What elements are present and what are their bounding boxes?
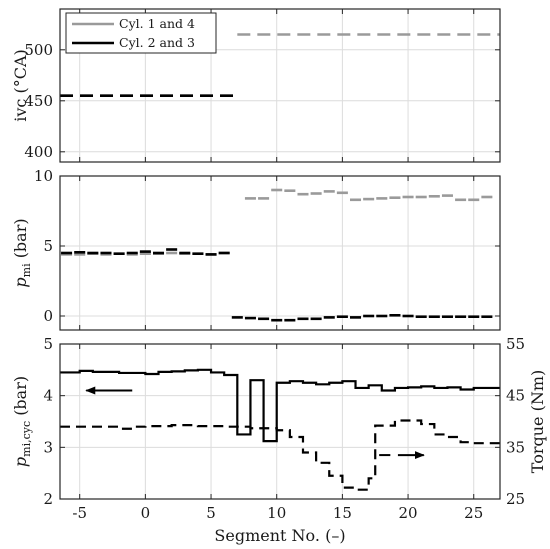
y-tick-label: 0	[43, 307, 53, 325]
y-axis-label-sub: mi,cyc	[20, 421, 33, 457]
x-tick-label: 20	[399, 504, 418, 522]
y-axis-label: pmi,cyc (bar)	[11, 376, 33, 467]
y-tick-label: 3	[43, 438, 53, 456]
plot-area	[60, 344, 500, 499]
series-group	[60, 368, 500, 491]
y-tick-label: 500	[24, 41, 53, 59]
y-axis-label: pmi (bar)	[11, 218, 33, 287]
x-tick-label: 25	[464, 504, 483, 522]
y2-tick-label: 25	[506, 490, 525, 508]
y-tick-label: 400	[24, 143, 53, 161]
y-tick-label: 5	[43, 335, 53, 353]
legend-entry: Cyl. 2 and 3	[119, 35, 195, 50]
legend-box	[65, 12, 217, 54]
y-axis-label: ivc (°CA)	[11, 49, 30, 121]
y-axis-label-main: p	[11, 457, 30, 467]
y-axis-label-main: p	[11, 277, 30, 287]
y2-axis-label: Torque (Nm)	[528, 370, 547, 473]
legend: Cyl. 1 and 4 Cyl. 2 and 3	[65, 12, 217, 54]
legend-entry: Cyl. 1 and 4	[119, 16, 195, 31]
axes-frame	[59, 175, 501, 331]
x-tick-label: 10	[267, 504, 286, 522]
y-tick-label: 450	[24, 92, 53, 110]
series-group	[60, 33, 500, 97]
y-tick-label: 4	[43, 387, 53, 405]
axes-frame	[59, 343, 501, 500]
y2-tick-label: 55	[506, 335, 525, 353]
series-p-mi-cyc-line	[60, 368, 500, 443]
plot-area	[60, 176, 500, 330]
series-group	[61, 188, 493, 322]
y-axis-label-unit: (bar)	[11, 218, 30, 263]
x-tick-label: 15	[333, 504, 352, 522]
y-tick-label: 2	[43, 490, 53, 508]
panel-2: 0 5 10 pmi (bar)	[11, 167, 501, 331]
axes-frame	[59, 8, 501, 163]
x-axis-label: Segment No. (–)	[214, 526, 345, 545]
x-tick-label: 0	[141, 504, 151, 522]
y-axis-label-unit: (bar)	[11, 376, 30, 421]
x-tick-label: -5	[72, 504, 87, 522]
y-axis-label-sub: mi	[20, 263, 33, 277]
y-tick-label: 5	[43, 237, 53, 255]
series-torque-line	[60, 419, 500, 491]
y2-tick-label: 45	[506, 387, 525, 405]
y-tick-label: 10	[34, 167, 53, 185]
x-tick-label: 5	[206, 504, 216, 522]
y2-tick-label: 35	[506, 438, 525, 456]
